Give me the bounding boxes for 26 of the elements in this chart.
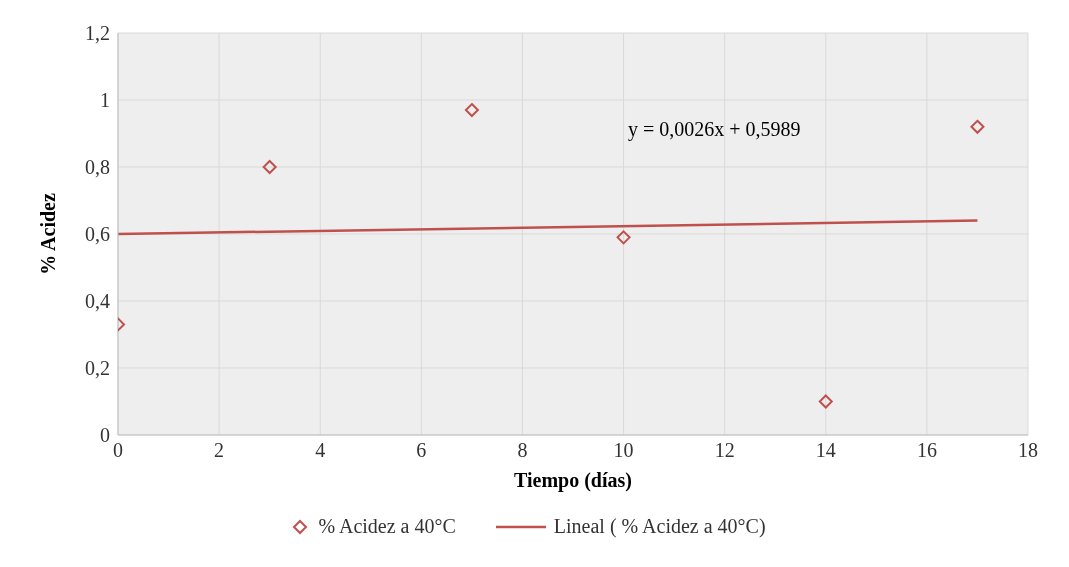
- point: [818, 394, 833, 409]
- annotation: y = 0,0026x + 0,5989: [628, 118, 801, 141]
- x-tick-label: 12: [714, 439, 735, 462]
- legend-label: % Acidez a 40°C: [318, 515, 456, 538]
- y-axis-title: % Acidez: [37, 193, 60, 275]
- x-tick-label: 4: [315, 439, 326, 462]
- y-tick-label: 0,8: [85, 156, 110, 179]
- point: [970, 119, 985, 134]
- y-tick-label: 0,4: [85, 290, 110, 313]
- point: [464, 103, 479, 118]
- y-tick-label: 0,2: [85, 357, 110, 380]
- y-tick-label: 0,6: [85, 223, 110, 246]
- point: [262, 160, 277, 174]
- y-tick-label: 1,2: [85, 22, 110, 45]
- y-tick-label: 0: [100, 424, 110, 447]
- x-tick-label: 16: [916, 439, 937, 462]
- x-tick-label: 10: [613, 439, 634, 462]
- x-axis-title: Tiempo (días): [514, 469, 632, 492]
- x-tick-label: 8: [517, 439, 528, 462]
- y-tick-label: 1: [100, 89, 110, 112]
- legend-label: Lineal ( % Acidez a 40°C): [553, 515, 766, 538]
- x-tick-label: 18: [1018, 439, 1038, 462]
- x-tick-label: 6: [416, 439, 427, 462]
- point: [616, 230, 631, 245]
- x-tick-label: 14: [815, 439, 836, 462]
- x-tick-label: 2: [214, 439, 225, 462]
